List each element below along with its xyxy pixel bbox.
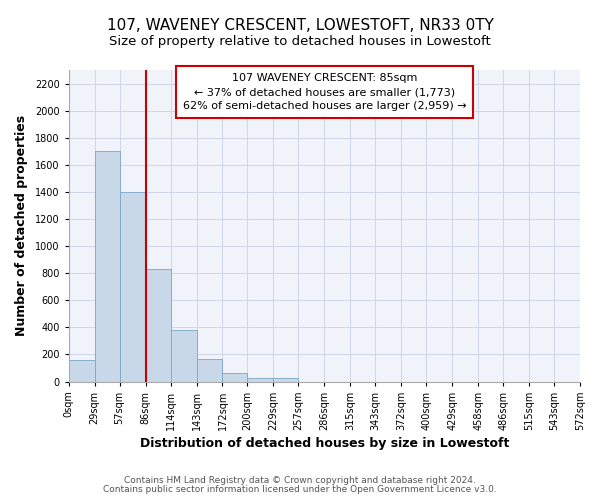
Bar xyxy=(223,372,247,382)
Bar xyxy=(69,360,95,382)
Text: Contains HM Land Registry data © Crown copyright and database right 2024.: Contains HM Land Registry data © Crown c… xyxy=(124,476,476,485)
Text: 107 WAVENEY CRESCENT: 85sqm
← 37% of detached houses are smaller (1,773)
62% of : 107 WAVENEY CRESCENT: 85sqm ← 37% of det… xyxy=(182,73,466,111)
Text: Size of property relative to detached houses in Lowestoft: Size of property relative to detached ho… xyxy=(109,35,491,48)
Bar xyxy=(119,192,146,382)
Bar xyxy=(146,269,170,382)
Bar xyxy=(197,359,223,382)
Text: 107, WAVENEY CRESCENT, LOWESTOFT, NR33 0TY: 107, WAVENEY CRESCENT, LOWESTOFT, NR33 0… xyxy=(107,18,493,32)
Bar xyxy=(247,378,274,382)
Bar xyxy=(170,330,197,382)
Text: Contains public sector information licensed under the Open Government Licence v3: Contains public sector information licen… xyxy=(103,485,497,494)
Y-axis label: Number of detached properties: Number of detached properties xyxy=(15,115,28,336)
Bar xyxy=(274,378,298,382)
Bar xyxy=(95,152,119,382)
X-axis label: Distribution of detached houses by size in Lowestoft: Distribution of detached houses by size … xyxy=(140,437,509,450)
